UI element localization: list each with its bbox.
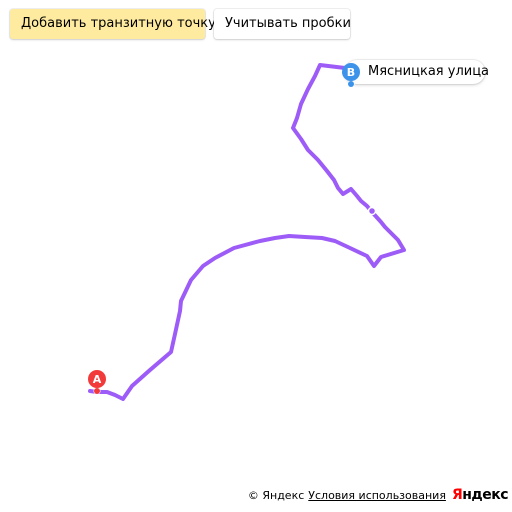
route-start-marker[interactable]: A	[86, 368, 108, 400]
yandex-logo-rest: ндекс	[462, 487, 508, 503]
yandex-logo-first-letter: Я	[451, 487, 463, 503]
route-end-letter: B	[347, 66, 355, 79]
route-start-letter: A	[93, 373, 102, 386]
destination-label[interactable]: Мясницкая улица	[345, 60, 489, 84]
route-end-badge	[342, 63, 360, 81]
route-line[interactable]	[88, 63, 406, 401]
add-transit-point-button[interactable]: Добавить транзитную точку	[10, 9, 216, 39]
consider-traffic-button[interactable]: Учитывать пробки	[214, 9, 351, 39]
route-end-marker[interactable]: B	[340, 61, 362, 93]
terms-of-use-link[interactable]: Условия использования	[308, 488, 446, 502]
yandex-logo[interactable]: Яндекс	[451, 487, 509, 503]
route-start-badge	[88, 370, 106, 388]
map-copyright: © Яндекс Условия использования Яндекс	[247, 487, 509, 503]
route-start-point	[94, 388, 100, 394]
copyright-text: © Яндекс	[247, 488, 305, 502]
route-end-point	[348, 81, 354, 87]
route-waypoint[interactable]	[367, 206, 377, 216]
